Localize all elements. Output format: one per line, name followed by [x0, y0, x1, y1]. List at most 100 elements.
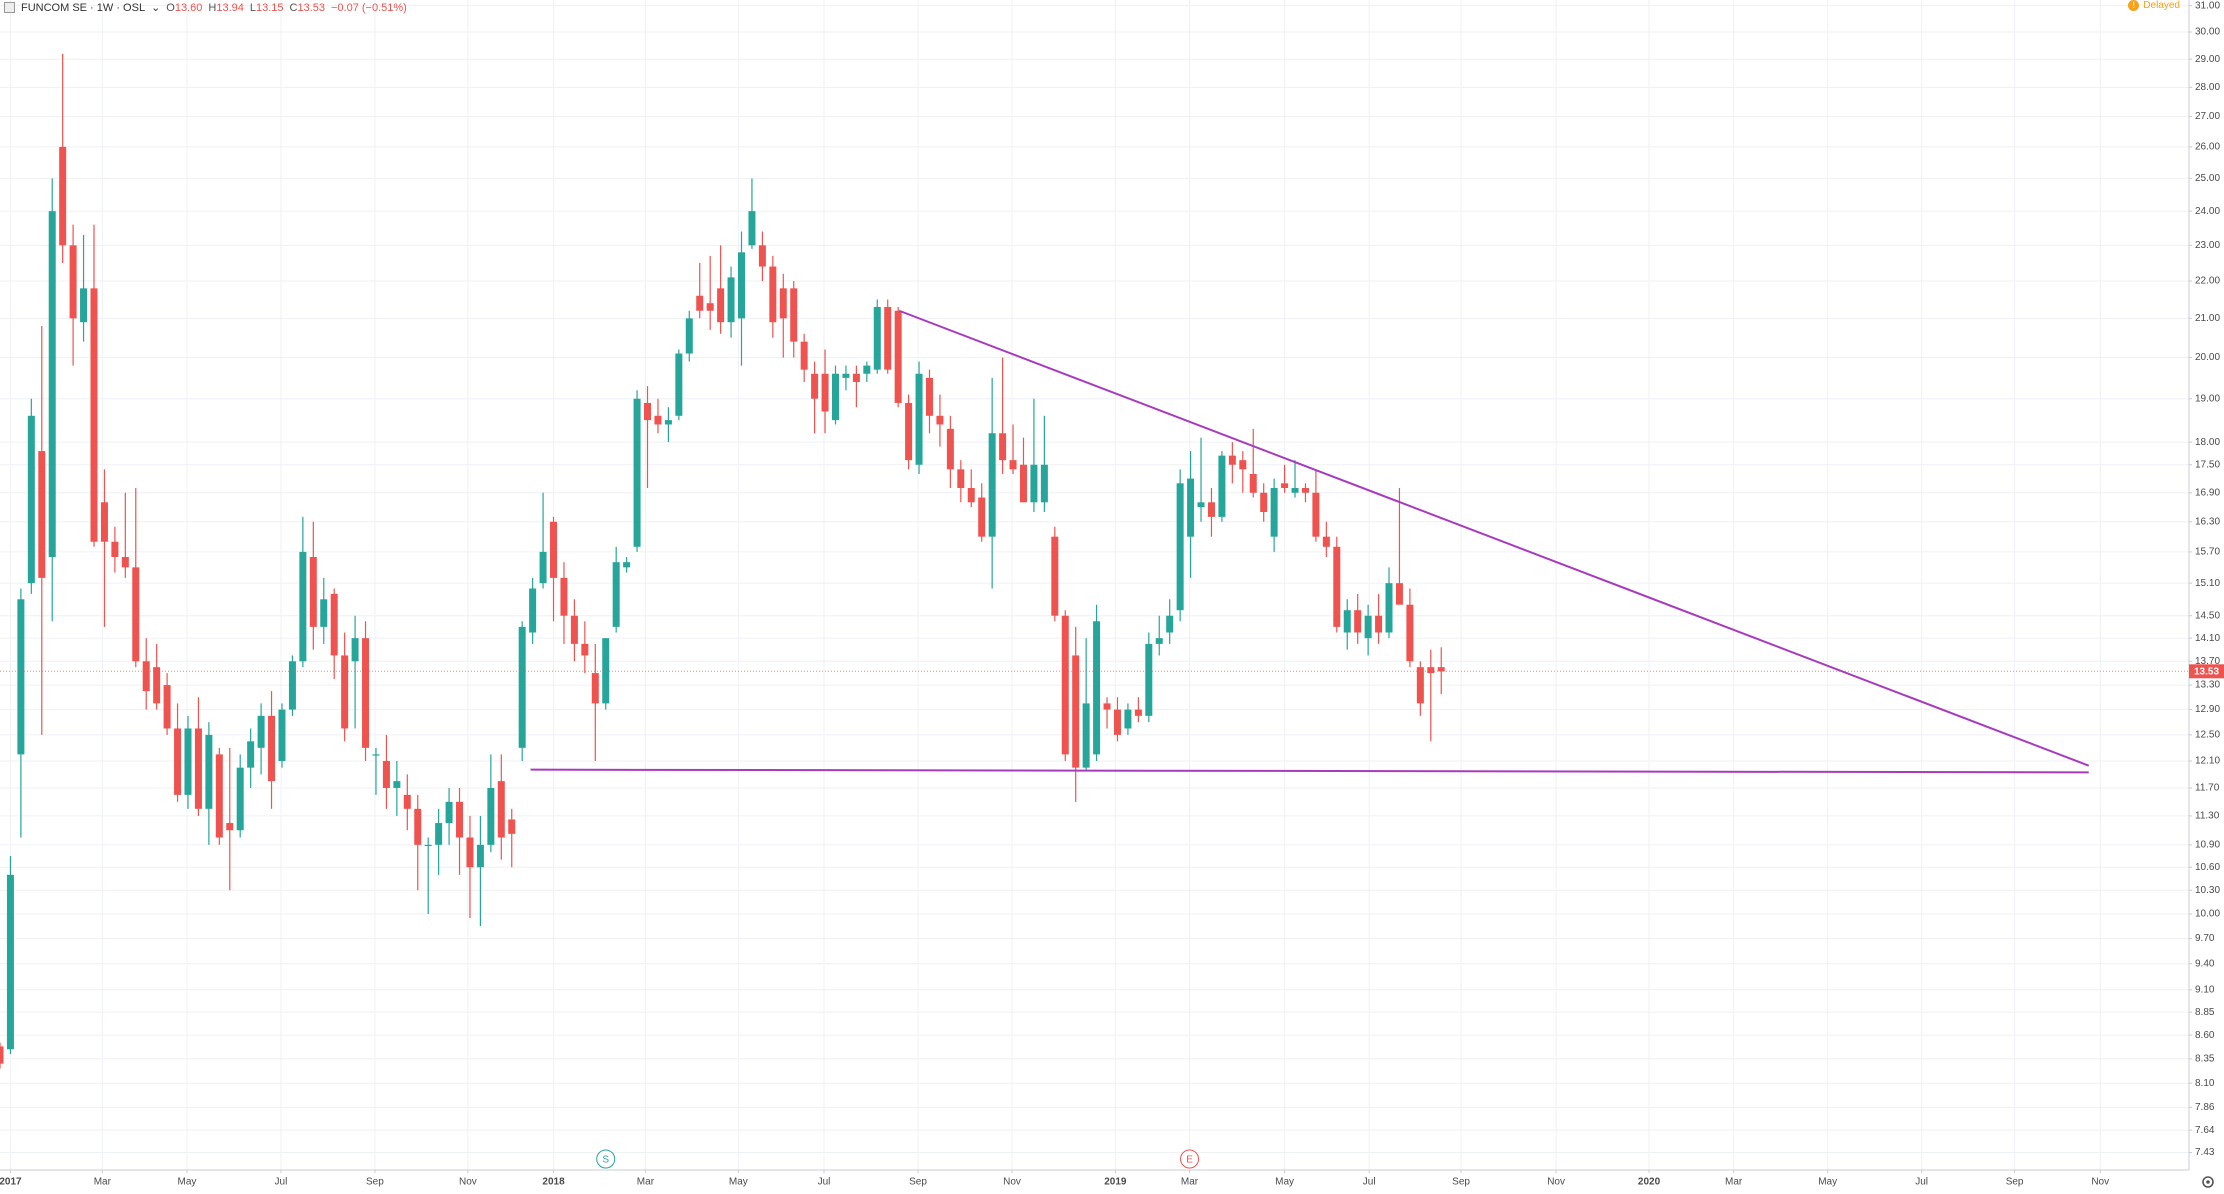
y-tick-label: 12.10 [2195, 756, 2220, 767]
y-tick-label: 11.70 [2195, 783, 2220, 794]
candle-body [1260, 492, 1268, 512]
ohlc-key: H [208, 1, 217, 14]
candle-body [779, 288, 787, 319]
candle-body [863, 365, 871, 374]
y-tick-label: 13.30 [2195, 680, 2220, 691]
candle-body [403, 794, 411, 809]
candle-body [1187, 478, 1195, 537]
candle-body [487, 787, 495, 845]
y-tick-label: 25.00 [2195, 173, 2220, 184]
y-tick-label: 14.50 [2195, 610, 2220, 621]
x-tick-label: Sep [909, 1177, 927, 1188]
candle-body [1124, 709, 1132, 729]
y-tick-label: 18.00 [2195, 437, 2220, 448]
dropdown-arrow[interactable]: ⌄ [151, 2, 161, 14]
y-tick-label: 11.30 [2195, 811, 2220, 822]
x-tick-label: Jul [1915, 1177, 1928, 1188]
collapse-icon[interactable] [4, 2, 15, 13]
x-tick-label: May [177, 1177, 196, 1188]
candle-body [393, 781, 401, 788]
candle-body [309, 557, 317, 627]
candle-body [1061, 615, 1069, 755]
candle-body [1040, 464, 1048, 503]
ohlc-value: 13.60 [174, 1, 203, 14]
candle-body [999, 433, 1007, 461]
candle-body [205, 734, 213, 809]
candle-body [351, 638, 359, 662]
candle-body [831, 373, 839, 421]
candle-body [6, 874, 14, 1050]
candle-body [1343, 610, 1351, 633]
settings-icon[interactable] [2202, 1176, 2214, 1188]
candle-body [341, 655, 349, 729]
candle-body [1019, 464, 1027, 503]
x-tick-label: Nov [459, 1177, 477, 1188]
candle-body [560, 577, 568, 616]
candle-body [330, 593, 338, 656]
candle-body [748, 211, 756, 246]
legend-header: FUNCOM SE · 1W · OSL ⌄ O13.60 H13.94 L13.1… [4, 1, 407, 14]
candle-body [550, 521, 558, 578]
x-tick-label: May [1818, 1177, 1837, 1188]
x-tick-label: Nov [2091, 1177, 2109, 1188]
y-tick-label: 9.70 [2195, 933, 2215, 944]
x-tick-label: May [729, 1177, 748, 1188]
candle-body [257, 715, 265, 748]
candle-body [1281, 483, 1289, 489]
y-tick-label: 30.00 [2195, 27, 2220, 38]
y-tick-label: 7.86 [2195, 1102, 2215, 1113]
candle-body [27, 415, 35, 584]
symbol[interactable]: FUNCOM SE · 1W · OSL [21, 1, 146, 14]
settings-gear[interactable] [2202, 1176, 2214, 1188]
candle-body [424, 844, 432, 847]
ohlc: O13.60 H13.94 L13.15 C13.53 [166, 2, 325, 14]
candle-body [717, 288, 725, 323]
candle-body [163, 685, 171, 729]
y-tick-label: 16.90 [2195, 487, 2220, 498]
candle-body [738, 252, 746, 319]
candle-body [654, 415, 662, 425]
change: −0.07 (−0.51%) [331, 1, 407, 14]
candle-body [675, 353, 683, 416]
candle-body [570, 615, 578, 644]
x-tick-label: Mar [1181, 1177, 1199, 1188]
y-tick-label: 16.30 [2195, 516, 2220, 527]
candle-body [821, 373, 829, 412]
candle-body [153, 667, 161, 704]
candle-body [936, 415, 944, 425]
candle-body [215, 754, 223, 838]
candle-body [978, 497, 986, 537]
candle-body [69, 245, 77, 319]
candle-body [612, 562, 620, 627]
candle-body [382, 760, 390, 788]
candle-body [132, 567, 140, 662]
y-tick-label: 26.00 [2195, 142, 2220, 153]
candle-body [800, 341, 808, 370]
y-tick-label: 31.00 [2195, 0, 2220, 11]
candle-body [1270, 488, 1278, 537]
x-tick-label: Mar [637, 1177, 655, 1188]
grid [0, 0, 2189, 1170]
candle-body [1228, 455, 1236, 465]
candle-body [1166, 615, 1174, 633]
candle-body [456, 801, 464, 838]
candle-body [80, 288, 88, 323]
y-tick-label: 10.90 [2195, 839, 2220, 850]
x-tick-label: Mar [94, 1177, 112, 1188]
candle-body [1385, 583, 1393, 633]
candle-body [0, 1046, 4, 1064]
event-marker [596, 1149, 616, 1169]
candle-body [1218, 455, 1226, 517]
status-text: Delayed [2143, 0, 2180, 11]
settings-gear-center[interactable] [2206, 1180, 2210, 1184]
event-label: E [1186, 1155, 1193, 1166]
y-tick-label: 21.00 [2195, 313, 2220, 324]
y-tick-label: 10.00 [2195, 909, 2220, 920]
candle-body [706, 303, 714, 311]
ohlc-key: O [166, 1, 175, 14]
candle-body [299, 551, 307, 662]
candle-body [925, 377, 933, 416]
candle-body [508, 819, 516, 834]
y-tick-label: 8.10 [2195, 1078, 2215, 1089]
